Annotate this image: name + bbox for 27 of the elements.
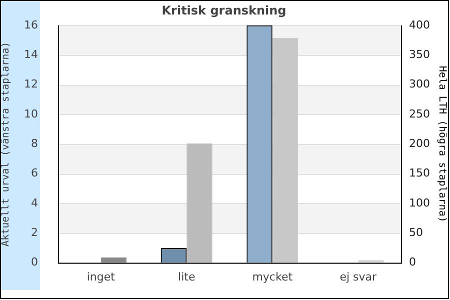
y-tick-label: 10 — [24, 107, 38, 120]
y2-tick-label: 50 — [409, 226, 424, 239]
x-tick-label: mycket — [252, 270, 294, 284]
y-tick-label: 4 — [30, 196, 38, 210]
bar — [186, 144, 212, 263]
y-axis-title: Aktuellt urval (vänstra staplarna) — [0, 42, 12, 246]
y-tick-label: 8 — [30, 136, 38, 150]
y2-tick-label: 0 — [409, 256, 416, 269]
y2-axis-title: Hela LTH (högra staplarna) — [436, 66, 448, 222]
x-tick-label: lite — [178, 270, 196, 284]
chart-title: Kritisk granskning — [162, 3, 286, 18]
y2-tick-label: 100 — [409, 196, 430, 210]
bar — [100, 257, 127, 263]
y2-tick-label: 200 — [409, 136, 430, 150]
y-tick-label: 2 — [30, 226, 38, 239]
y-tick-label: 0 — [30, 256, 38, 269]
x-tick-label: ej svar — [340, 270, 378, 284]
y2-tick-label: 150 — [409, 166, 430, 180]
y-tick-label: 12 — [24, 78, 38, 91]
y-tick-label: 14 — [24, 48, 38, 61]
y2-tick-label: 350 — [409, 48, 430, 61]
x-tick-label: inget — [86, 270, 116, 284]
y2-tick-label: 400 — [409, 18, 430, 32]
y-tick-label: 16 — [24, 18, 38, 32]
y-tick-label: 6 — [30, 166, 38, 180]
y2-tick-label: 250 — [409, 107, 430, 120]
y2-tick-label: 300 — [409, 78, 430, 91]
